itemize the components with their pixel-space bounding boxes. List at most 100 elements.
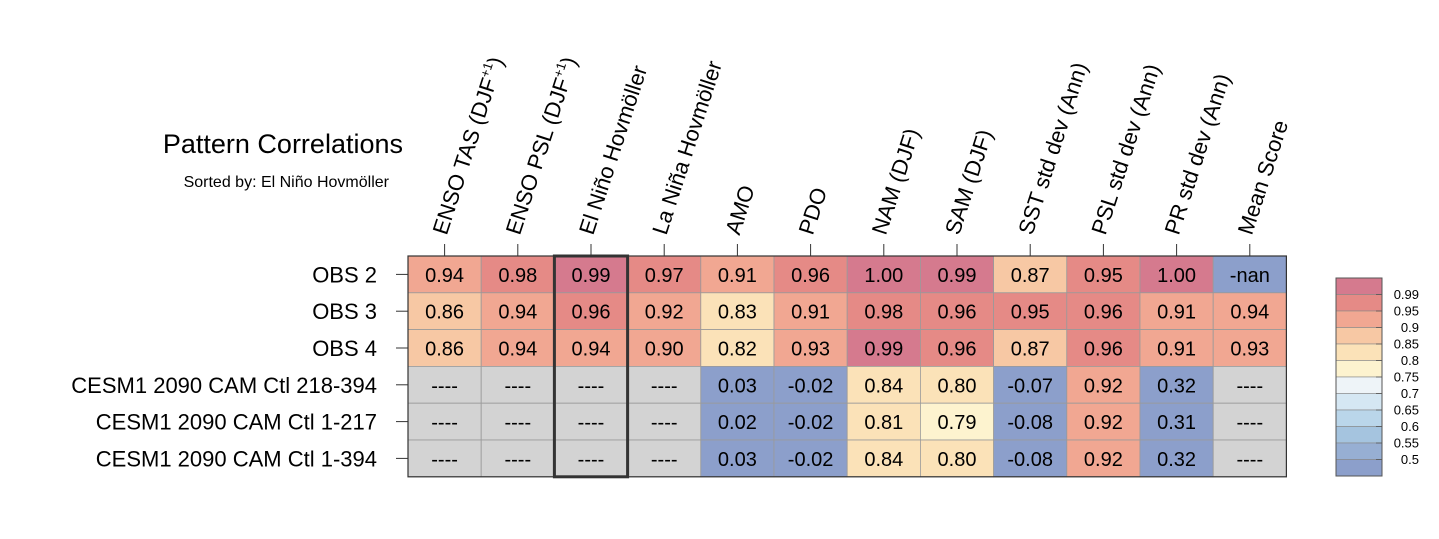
heatmap-cell — [1212, 255, 1287, 294]
cell-value-label: ---- — [431, 449, 458, 471]
heatmap-cell — [554, 402, 629, 441]
cell-value-label: 0.99 — [572, 265, 611, 287]
colorbar-swatch — [1335, 409, 1383, 427]
heatmap-cell — [1212, 329, 1287, 367]
cell-value-label: 0.31 — [1157, 412, 1196, 434]
column-header: Mean Score — [1233, 117, 1293, 238]
cell-value-label: 0.94 — [498, 339, 537, 361]
cell-value-label: ---- — [651, 375, 678, 397]
cell-value-label: -0.08 — [1007, 449, 1053, 471]
cell-value-label: ---- — [1236, 412, 1263, 434]
cell-value-label: 0.96 — [572, 302, 611, 324]
heatmap-cell — [1066, 329, 1141, 367]
cell-value-label: 0.91 — [1157, 339, 1196, 361]
cell-value-label: 0.92 — [1084, 412, 1123, 434]
heatmap-cell — [1066, 365, 1141, 404]
column-header: SAM (DJF) — [940, 126, 997, 237]
heatmap-cell — [1139, 255, 1214, 294]
heatmap-cell — [993, 292, 1068, 330]
cell-value-label: 0.91 — [1157, 302, 1196, 324]
row-labels: OBS 2 OBS 3 OBS 4 CESM1 2090 CAM Ctl 218-39… — [71, 262, 408, 471]
colorbar-tick-label: 0.7 — [1401, 386, 1419, 401]
column-header-text: Mean Score — [1233, 117, 1293, 238]
cell-value-label: 0.83 — [718, 302, 757, 324]
heatmap-cell — [554, 292, 629, 330]
cell-value-label: ---- — [431, 375, 458, 397]
heatmap-cell — [627, 292, 702, 330]
cell-value-label: 0.86 — [425, 339, 464, 361]
colorbar-tick-label: 0.9 — [1401, 320, 1419, 335]
heatmap-cell — [1139, 365, 1214, 404]
cell-value-label: 0.90 — [645, 339, 684, 361]
heatmap-cell — [1139, 402, 1214, 441]
cell-value-label: 0.32 — [1157, 375, 1196, 397]
column-header-text: SST std dev (Ann) — [1013, 59, 1092, 237]
column-header-text: ENSO PSL (DJF — [501, 75, 575, 238]
cell-value-label: 0.91 — [718, 265, 757, 287]
cell-value-label: 0.96 — [938, 302, 977, 324]
colorbar-swatch — [1335, 277, 1383, 295]
cell-value-label: 0.81 — [864, 412, 903, 434]
cell-value-label: ---- — [504, 375, 531, 397]
cell-value-label: 0.98 — [864, 302, 903, 324]
heatmap-cell — [1066, 402, 1141, 441]
cell-value-label: 0.94 — [425, 265, 464, 287]
heatmap-cell — [773, 292, 848, 330]
cell-value-label: ---- — [651, 449, 678, 471]
cell-value-label: 0.92 — [1084, 375, 1123, 397]
colorbar-tick-label: 0.5 — [1401, 452, 1419, 467]
heatmap-cell — [700, 292, 775, 330]
colorbar-swatch — [1335, 310, 1383, 328]
heatmap-border — [407, 255, 1288, 478]
heatmap-cell — [920, 255, 995, 294]
cell-value-label: 0.96 — [1084, 302, 1123, 324]
heatmap-cell — [407, 292, 482, 330]
colorbar-swatch — [1335, 327, 1383, 345]
cell-value-label: 0.94 — [572, 339, 611, 361]
colorbar-swatch — [1335, 376, 1383, 394]
heatmap-cell — [846, 255, 921, 294]
column-header: AMO — [720, 182, 759, 237]
cell-value-label: 0.93 — [791, 339, 830, 361]
column-header-text: PSL std dev (Ann) — [1086, 61, 1165, 238]
heatmap-cell — [920, 365, 995, 404]
cell-value-label: 0.84 — [864, 375, 903, 397]
cell-value-label: ---- — [1236, 449, 1263, 471]
heatmap-cell — [846, 439, 921, 478]
heatmap-cell — [846, 292, 921, 330]
heatmap-cell — [1066, 255, 1141, 294]
cell-value-label: 0.80 — [938, 449, 977, 471]
row-label: CESM1 2090 CAM Ctl 1-394 — [96, 446, 377, 471]
cell-value-label: 0.82 — [718, 339, 757, 361]
heatmap-cell — [993, 329, 1068, 367]
cell-value-label: 0.99 — [938, 265, 977, 287]
cell-value-label: -0.07 — [1007, 375, 1053, 397]
column-header: SST std dev (Ann) — [1013, 59, 1092, 237]
column-header: ENSO TAS (DJF+1) — [427, 53, 509, 237]
colorbar-swatch — [1335, 393, 1383, 411]
cell-value-label: 0.98 — [498, 265, 537, 287]
highlighted-column-frame — [552, 254, 630, 479]
cell-value-label: 1.00 — [864, 265, 903, 287]
colorbar-tick-label: 0.65 — [1394, 403, 1419, 418]
cell-value-label: 0.91 — [791, 302, 830, 324]
heatmap-cell — [846, 365, 921, 404]
cell-value-label: 0.96 — [938, 339, 977, 361]
column-header-text: La Niña Hovmöller — [647, 58, 727, 238]
colorbar-legend: 0.50.55 0.60.65 0.70.75 0.80.85 0.90.95 0.99 — [1335, 277, 1419, 477]
column-headers: ENSO TAS (DJF+1)ENSO PSL (DJF+1)El Niño … — [427, 53, 1293, 256]
cell-value-label: 0.79 — [938, 412, 977, 434]
colorbar-tick-label: 0.95 — [1394, 304, 1419, 319]
colorbar-tick-label: 0.55 — [1394, 436, 1419, 451]
cell-value-label: -0.02 — [788, 449, 834, 471]
column-header-superscript: +1 — [550, 60, 569, 79]
heatmap-cell — [920, 439, 995, 478]
cell-value-label: 0.87 — [1011, 265, 1050, 287]
cell-value-label: ---- — [504, 412, 531, 434]
column-header: ENSO PSL (DJF+1) — [500, 53, 582, 237]
cell-value-label: 0.03 — [718, 449, 757, 471]
heatmap-cell — [407, 329, 482, 367]
heatmap-cell — [480, 292, 555, 330]
row-label: OBS 3 — [312, 299, 377, 324]
